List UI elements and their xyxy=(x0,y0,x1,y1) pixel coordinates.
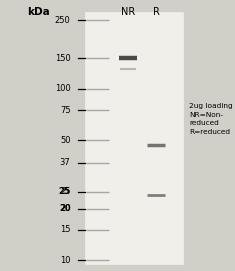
Text: NR: NR xyxy=(121,7,135,17)
Text: 25: 25 xyxy=(59,187,70,196)
Text: 75: 75 xyxy=(60,105,70,115)
Text: 150: 150 xyxy=(55,54,70,63)
Text: 37: 37 xyxy=(60,158,70,167)
Text: 10: 10 xyxy=(60,256,70,265)
Text: 20: 20 xyxy=(60,204,70,213)
Bar xyxy=(85,12,183,264)
Text: 15: 15 xyxy=(60,225,70,234)
Text: 25: 25 xyxy=(60,187,70,196)
Text: 100: 100 xyxy=(55,84,70,93)
Text: kDa: kDa xyxy=(27,7,50,17)
Text: 2ug loading
NR=Non-
reduced
R=reduced: 2ug loading NR=Non- reduced R=reduced xyxy=(189,104,233,135)
Text: 20: 20 xyxy=(59,204,70,213)
Text: 250: 250 xyxy=(55,16,70,25)
Text: R: R xyxy=(153,7,160,17)
Text: 50: 50 xyxy=(60,136,70,145)
